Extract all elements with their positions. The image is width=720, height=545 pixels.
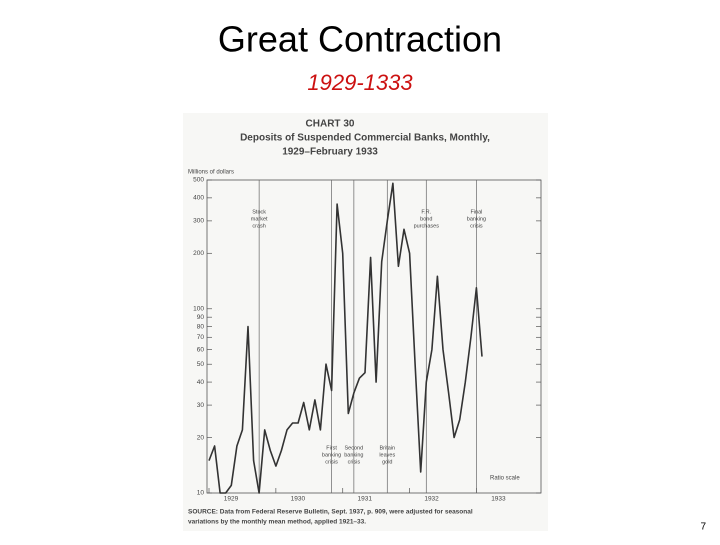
y-tick-label: 10 <box>197 490 205 497</box>
y-tick-label: 30 <box>197 402 205 409</box>
y-tick-label: 50 <box>197 361 205 368</box>
event-label: First <box>326 445 337 451</box>
y-tick-label: 400 <box>193 195 204 202</box>
event-label: Stock <box>252 209 266 215</box>
x-tick-label: 1932 <box>424 496 439 503</box>
x-tick-label: 1930 <box>291 496 306 503</box>
source-note: SOURCE: Data from Federal Reserve Bullet… <box>188 509 473 516</box>
plot: 10 20 30 40 50 60 70 80 90 100 200 300 400 500 1929 193… <box>193 177 542 503</box>
y-tick-label: 300 <box>193 218 204 225</box>
y-tick-label: 80 <box>197 323 205 330</box>
source-note: variations by the monthly mean method, a… <box>188 519 366 526</box>
chart-title: 1929–February 1933 <box>282 147 378 158</box>
x-tick-label: 1929 <box>224 496 239 503</box>
event-label: F.R. <box>421 209 431 215</box>
event-label: crisis <box>325 459 338 465</box>
y-tick-label: 100 <box>193 305 204 312</box>
event-label: Final <box>470 209 482 215</box>
chart-title: Deposits of Suspended Commercial Banks, … <box>240 133 490 144</box>
x-tick-label: 1931 <box>357 496 372 503</box>
event-label: gold <box>382 459 392 465</box>
slide-title: Great Contraction <box>218 19 502 60</box>
y-tick-label: 20 <box>197 434 205 441</box>
event-label: Second <box>345 445 364 451</box>
y-tick-label: 90 <box>197 314 205 321</box>
y-tick-label: 40 <box>197 379 205 386</box>
event-label: leaves <box>379 452 395 458</box>
data-line <box>208 182 483 494</box>
y-tick-label: 500 <box>193 177 204 184</box>
event-label: market <box>251 216 268 222</box>
y-tick-label: 70 <box>197 334 205 341</box>
event-label: banking <box>467 216 486 222</box>
slide-subtitle: 1929-1333 <box>307 70 413 95</box>
scan-area <box>183 113 548 531</box>
x-tick-label: 1933 <box>491 496 506 503</box>
event-label: purchases <box>414 223 440 229</box>
event-label: banking <box>322 452 341 458</box>
y-axis-label: Millions of dollars <box>188 170 234 176</box>
event-label: crisis <box>470 223 483 229</box>
event-label: banking <box>344 452 363 458</box>
event-label: bond <box>420 216 432 222</box>
scale-note: Ratio scale <box>490 476 520 482</box>
y-tick-label: 60 <box>197 346 205 353</box>
chart-number: CHART 30 <box>306 119 355 130</box>
y-tick-label: 200 <box>193 250 204 257</box>
event-label: crash <box>252 223 265 229</box>
event-label: Britain <box>379 445 395 451</box>
plot-frame <box>206 179 542 494</box>
page-number: 7 <box>700 522 706 533</box>
event-label: crisis <box>348 459 361 465</box>
